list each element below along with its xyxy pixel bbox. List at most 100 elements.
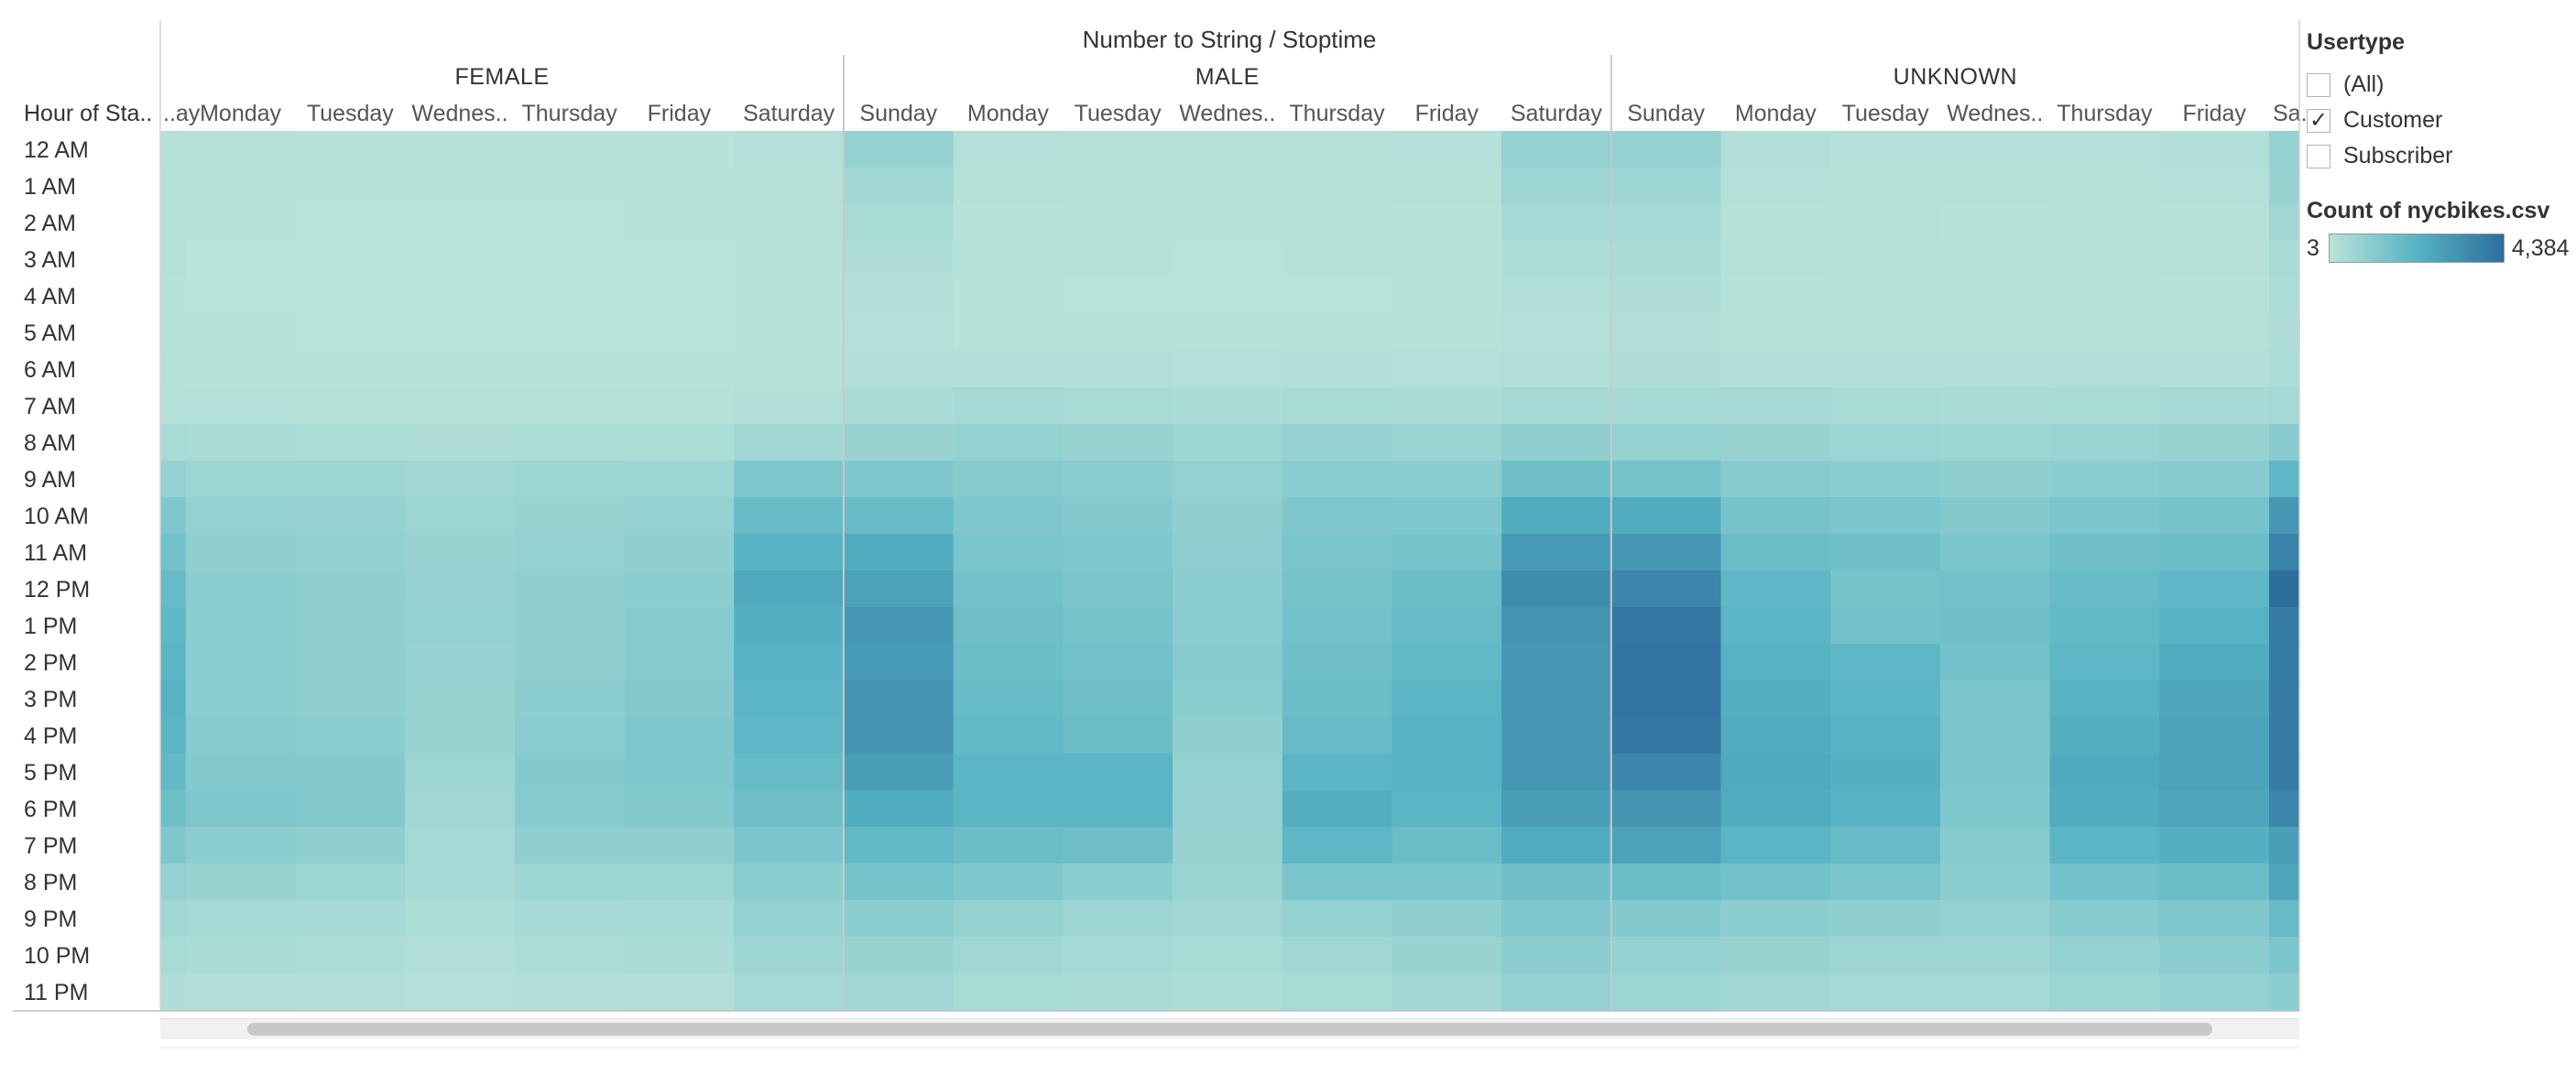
heatmap-cell[interactable] [1939,314,2051,352]
heatmap-cell[interactable] [1282,680,1392,718]
heatmap-cell[interactable] [953,900,1064,938]
heatmap-cell[interactable] [514,827,626,864]
heatmap-cell[interactable] [405,754,516,791]
heatmap-cell[interactable] [1173,387,1283,425]
heatmap-cell[interactable] [2159,900,2270,938]
heatmap-cell[interactable] [1830,754,1941,791]
heatmap-cell[interactable] [295,461,406,498]
heatmap-cell[interactable] [2269,863,2300,901]
heatmap-cell[interactable] [185,717,296,755]
heatmap-cell[interactable] [1282,534,1392,571]
heatmap-cell[interactable] [953,241,1064,278]
heatmap-cell[interactable] [160,680,187,718]
heatmap-cell[interactable] [2159,461,2270,498]
heatmap-cell[interactable] [1392,937,1502,974]
heatmap-cell[interactable] [405,351,516,388]
heatmap-cell[interactable] [1501,717,1612,755]
heatmap-cell[interactable] [1392,680,1502,718]
heatmap-cell[interactable] [1282,754,1392,791]
heatmap-cell[interactable] [1063,644,1173,681]
heatmap-cell[interactable] [1063,607,1173,645]
heatmap-cell[interactable] [2269,790,2300,828]
heatmap-cell[interactable] [405,131,516,168]
heatmap-cell[interactable] [1501,827,1612,864]
heatmap-cell[interactable] [1173,168,1283,205]
heatmap-cell[interactable] [1173,204,1283,242]
heatmap-cell[interactable] [1282,204,1392,242]
heatmap-cell[interactable] [1282,314,1392,352]
heatmap-cell[interactable] [734,570,845,608]
horizontal-scrollbar-thumb[interactable] [247,1023,2212,1036]
heatmap-cell[interactable] [1830,534,1941,571]
heatmap-cell[interactable] [405,863,516,901]
heatmap-cell[interactable] [1610,204,1722,242]
heatmap-cell[interactable] [1610,168,1722,205]
heatmap-cell[interactable] [405,424,516,461]
heatmap-cell[interactable] [1720,900,1831,938]
heatmap-cell[interactable] [405,314,516,352]
heatmap-cell[interactable] [295,204,406,242]
heatmap-cell[interactable] [1830,790,1941,828]
heatmap-cell[interactable] [1830,717,1941,755]
heatmap-cell[interactable] [1392,570,1502,608]
heatmap-cell[interactable] [1830,351,1941,388]
heatmap-cell[interactable] [160,900,187,938]
heatmap-cell[interactable] [1939,680,2051,718]
heatmap-cell[interactable] [1392,717,1502,755]
heatmap-cell[interactable] [1392,973,1502,1011]
heatmap-cell[interactable] [1063,314,1173,352]
heatmap-cell[interactable] [1392,424,1502,461]
heatmap-cell[interactable] [514,754,626,791]
heatmap-cell[interactable] [1063,754,1173,791]
heatmap-cell[interactable] [1720,937,1831,974]
heatmap-cell[interactable] [1720,241,1831,278]
heatmap-cell[interactable] [1282,644,1392,681]
heatmap-cell[interactable] [1501,387,1612,425]
heatmap-cell[interactable] [2269,937,2300,974]
heatmap-cell[interactable] [1392,204,1502,242]
heatmap-cell[interactable] [295,937,406,974]
heatmap-cell[interactable] [1282,790,1392,828]
heatmap-cell[interactable] [514,241,626,278]
heatmap-cell[interactable] [160,131,187,168]
heatmap-cell[interactable] [734,277,845,315]
usertype-option[interactable]: ✓ Customer [2307,103,2572,138]
heatmap-cell[interactable] [1610,534,1722,571]
heatmap-cell[interactable] [1063,424,1173,461]
heatmap-cell[interactable] [1063,937,1173,974]
heatmap-cell[interactable] [2159,387,2270,425]
heatmap-cell[interactable] [1501,790,1612,828]
heatmap-cell[interactable] [953,387,1064,425]
heatmap-cell[interactable] [1830,570,1941,608]
heatmap-cell[interactable] [405,827,516,864]
heatmap-cell[interactable] [1501,570,1612,608]
heatmap-cell[interactable] [185,973,296,1011]
heatmap-cell[interactable] [295,827,406,864]
heatmap-cell[interactable] [1063,534,1173,571]
heatmap-cell[interactable] [295,754,406,791]
heatmap-cell[interactable] [843,570,955,608]
heatmap-cell[interactable] [2049,644,2160,681]
heatmap-cell[interactable] [1610,644,1722,681]
heatmap-cell[interactable] [1720,168,1831,205]
heatmap-cell[interactable] [1173,314,1283,352]
heatmap-cell[interactable] [1173,570,1283,608]
heatmap-cell[interactable] [405,241,516,278]
heatmap-cell[interactable] [1830,937,1941,974]
heatmap-cell[interactable] [2269,570,2300,608]
heatmap-cell[interactable] [514,790,626,828]
heatmap-cell[interactable] [1939,644,2051,681]
heatmap-cell[interactable] [1720,277,1831,315]
heatmap-cell[interactable] [2159,534,2270,571]
heatmap-cell[interactable] [1063,204,1173,242]
heatmap-cell[interactable] [734,973,845,1011]
heatmap-cell[interactable] [2049,534,2160,571]
heatmap-cell[interactable] [1720,131,1831,168]
heatmap-cell[interactable] [1610,387,1722,425]
usertype-checkbox[interactable]: ✓ [2307,108,2330,133]
heatmap-cell[interactable] [1501,754,1612,791]
heatmap-cell[interactable] [1939,973,2051,1011]
heatmap-cell[interactable] [624,790,735,828]
heatmap-cell[interactable] [1392,607,1502,645]
heatmap-cell[interactable] [2159,351,2270,388]
